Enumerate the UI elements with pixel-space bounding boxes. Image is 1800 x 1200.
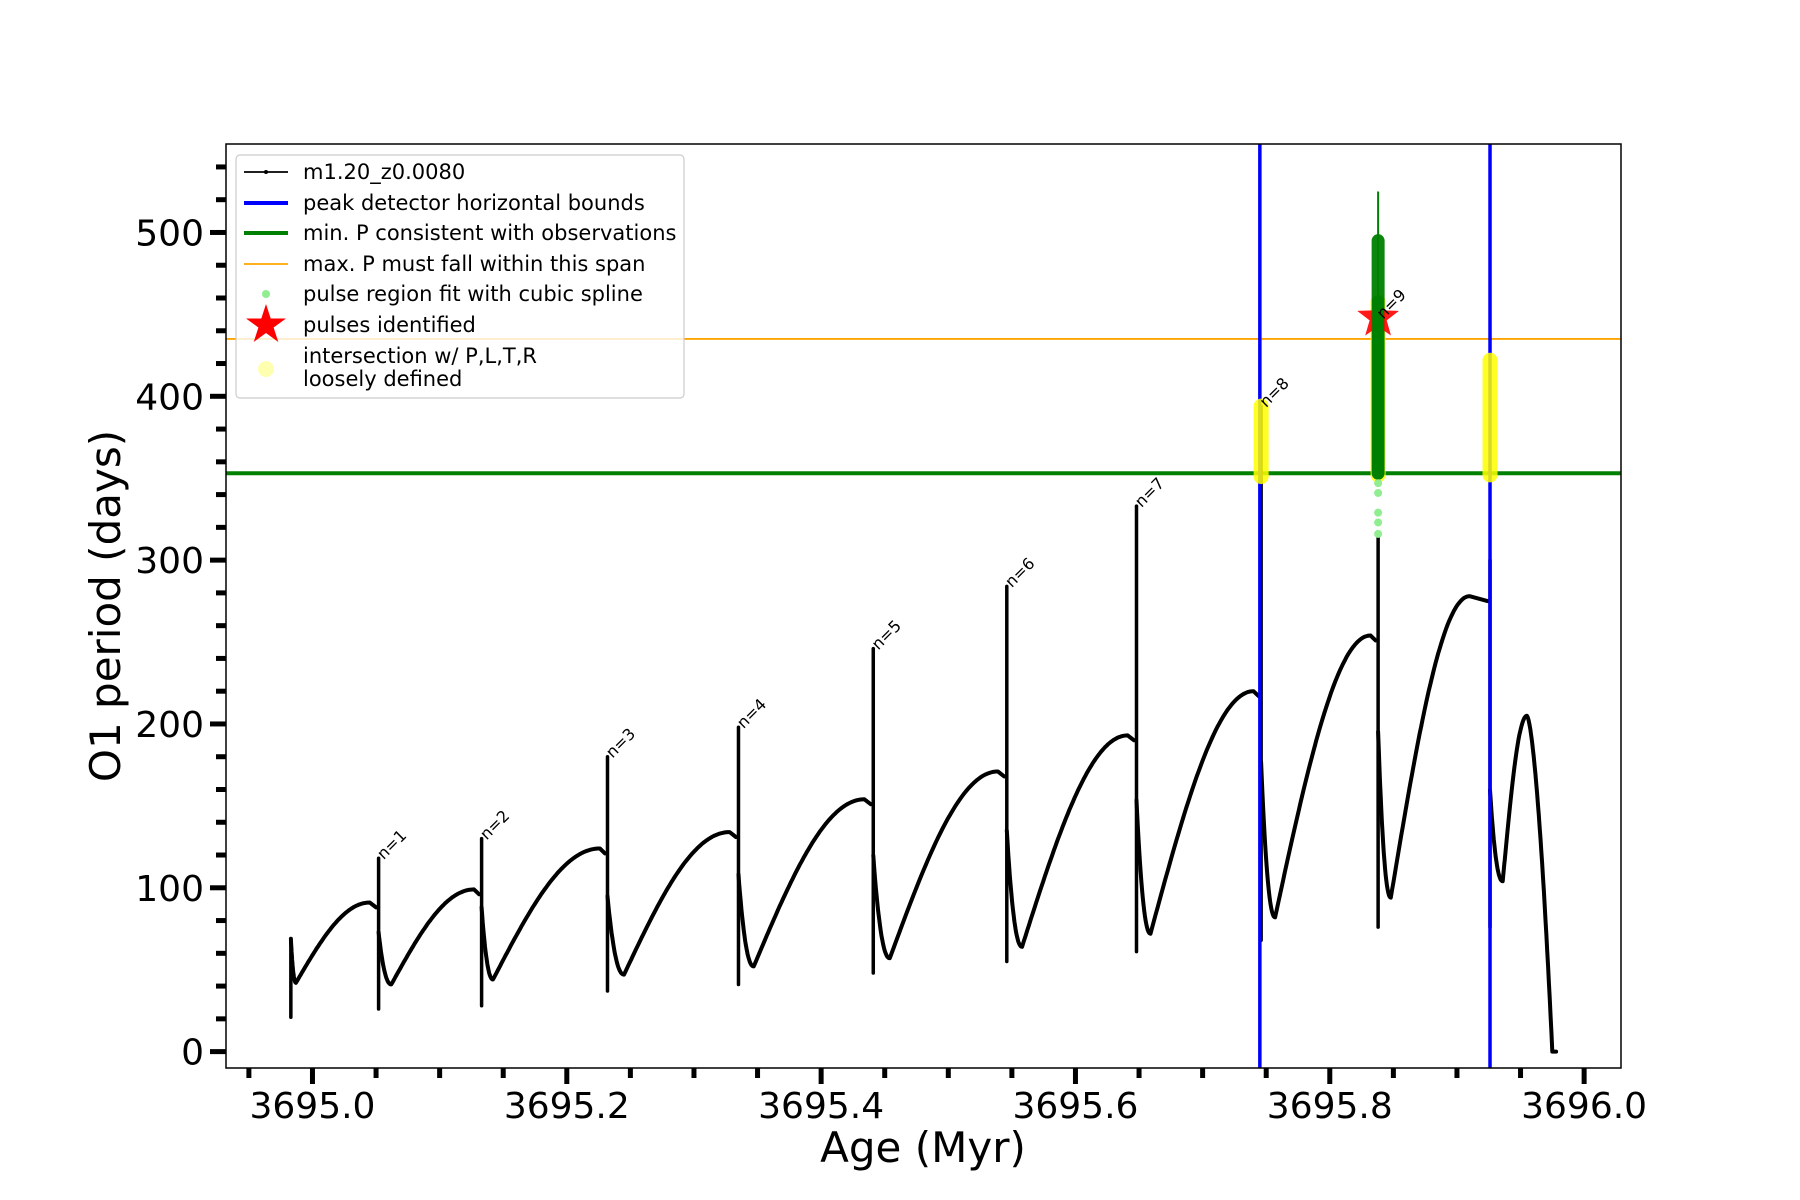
x-tick-label: 3695.6 xyxy=(1012,1086,1138,1127)
spline-fit-point xyxy=(1374,529,1383,538)
legend-handle-marker xyxy=(264,170,268,174)
x-tick-label: 3695.2 xyxy=(504,1086,630,1127)
x-axis: 3695.0 3695.2 3695.4 3695.6 3695.8 3696.0 xyxy=(246,1068,1647,1127)
y-tick-label: 300 xyxy=(135,541,204,582)
spline-fit-point xyxy=(1374,508,1383,517)
legend-label: loosely defined xyxy=(303,367,462,391)
legend-handle-dot xyxy=(258,361,274,377)
x-tick-label: 3695.8 xyxy=(1267,1086,1393,1127)
y-axis: 0 100 200 300 400 500 xyxy=(135,164,226,1074)
series-segment xyxy=(871,769,1007,961)
legend-label: min. P consistent with observations xyxy=(303,221,676,245)
legend-label: pulse region fit with cubic spline xyxy=(303,282,643,306)
x-axis-label: Age (Myr) xyxy=(820,1123,1026,1172)
legend-handle-dot xyxy=(262,290,270,298)
legend-label: peak detector horizontal bounds xyxy=(303,191,645,215)
legend-label: max. P must fall within this span xyxy=(303,252,645,276)
legend-handle-star xyxy=(246,304,286,342)
series-segment xyxy=(376,887,482,987)
series-segment xyxy=(1488,713,1559,1054)
y-tick-label: 500 xyxy=(135,213,204,254)
legend-label: intersection w/ P,L,T,R xyxy=(303,344,537,368)
spline-fit-point xyxy=(1374,479,1383,488)
series-segment xyxy=(1259,633,1378,920)
y-tick-label: 100 xyxy=(135,869,204,910)
series-segment xyxy=(1376,594,1490,900)
series-segment xyxy=(736,797,873,969)
series-segment xyxy=(1004,733,1136,949)
y-tick-label: 400 xyxy=(135,377,204,418)
series-segment xyxy=(1134,689,1261,936)
y-tick-label: 200 xyxy=(135,705,204,746)
y-axis-label: O1 period (days) xyxy=(81,430,130,782)
series-segment xyxy=(479,846,607,982)
x-tick-label: 3696.0 xyxy=(1521,1086,1647,1127)
y-tick-label: 0 xyxy=(181,1033,204,1074)
legend-label: m1.20_z0.0080 xyxy=(303,160,465,185)
spline-fit-point xyxy=(1374,488,1383,497)
series-segment xyxy=(605,830,738,977)
axes-frame xyxy=(225,143,1622,1069)
plot-area: n=1n=2n=3n=4n=5n=6n=7n=8n=9 xyxy=(226,144,1621,1068)
legend-box xyxy=(235,154,685,399)
series-segment xyxy=(288,900,379,985)
legend-label: pulses identified xyxy=(303,313,476,337)
x-tick-label: 3695.4 xyxy=(758,1086,884,1127)
x-tick-label: 3695.0 xyxy=(249,1086,375,1127)
spline-fit-point xyxy=(1374,518,1383,527)
